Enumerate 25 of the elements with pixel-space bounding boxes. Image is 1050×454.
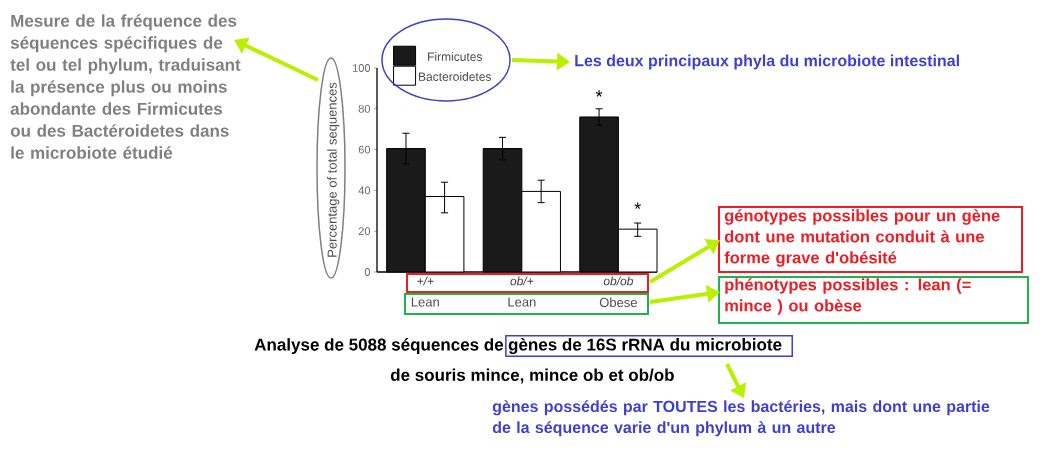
text: génotypes possibles pour un gène dont une mutation conduit à une forme grave d'obésité: [724, 209, 1000, 267]
text: Lean: [411, 297, 439, 307]
annotation: *: [634, 202, 641, 209]
y-tick-label: 60: [358, 145, 371, 154]
text: Analyse de 5088 séquences de: [254, 338, 504, 354]
y-tick-label: 80: [358, 104, 371, 113]
text: gènes possédés par TOUTES les bactéries, mais dont une partie de la séquence varie d'un phylum à un autre: [492, 400, 990, 437]
text: gènes de 16S rRNA du microbiote: [508, 337, 782, 355]
annotation: *: [595, 90, 603, 97]
y-tick-label: 0: [364, 268, 371, 276]
y-tick-label: 40: [358, 186, 371, 195]
x-tick-label: +/+: [417, 276, 434, 286]
text: Obese: [599, 297, 637, 308]
y-tick-label: 20: [358, 227, 371, 236]
x-tick-label: ob/ob: [603, 276, 634, 286]
text: Mesure de la fréquence des séquences spécifiques de tel ou tel phylum, traduisant la présence plus ou moins abondante des Firmicutes ou des Bactéroidetes dans le microbiote étudié: [10, 14, 241, 159]
text: de souris mince, mince ob et ob/ob: [390, 368, 674, 384]
y-axis-title: Percentage of total sequences: [327, 82, 340, 257]
x-tick-label: ob/+: [510, 276, 534, 286]
annotation: Les deux principaux phyla du microbiote intestinal: [575, 54, 959, 70]
text: Lean: [508, 297, 536, 307]
text: phénotypes possibles : lean (= mince ) ou obèse: [725, 278, 971, 315]
y-tick-label: 100: [352, 64, 371, 72]
legend-label: Firmicutes: [428, 52, 482, 61]
legend-label: Bacteroidetes: [419, 72, 491, 81]
